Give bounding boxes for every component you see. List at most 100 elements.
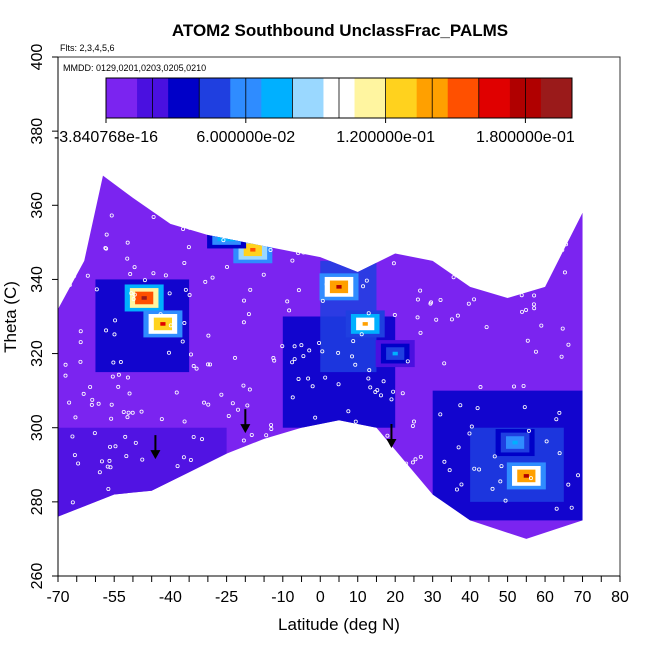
sample-point bbox=[219, 392, 224, 397]
sample-point bbox=[235, 407, 240, 412]
x-tick-label: 70 bbox=[574, 589, 592, 606]
x-tick-label: 10 bbox=[349, 589, 367, 606]
sample-point bbox=[406, 234, 411, 239]
sample-point bbox=[73, 415, 78, 420]
sample-point bbox=[226, 500, 231, 505]
hotspot-1-3 bbox=[160, 322, 166, 326]
sample-point bbox=[525, 338, 530, 343]
sample-point bbox=[123, 434, 128, 439]
sample-point bbox=[353, 362, 358, 367]
sample-point bbox=[569, 505, 574, 510]
colorbar-swatch bbox=[168, 78, 200, 118]
sample-point bbox=[290, 360, 295, 365]
colorbar-swatch bbox=[540, 78, 573, 118]
x-tick-label: 60 bbox=[536, 589, 554, 606]
sample-point bbox=[472, 466, 477, 471]
x-tick-label: 40 bbox=[461, 589, 479, 606]
sample-point bbox=[418, 330, 423, 335]
sample-point bbox=[247, 387, 252, 392]
sample-point bbox=[357, 443, 362, 448]
sample-point bbox=[336, 382, 341, 387]
sample-point bbox=[128, 272, 133, 277]
sample-point bbox=[490, 486, 495, 491]
sample-point bbox=[203, 279, 208, 284]
sample-point bbox=[378, 393, 383, 398]
sample-point bbox=[507, 220, 512, 225]
sample-point bbox=[410, 423, 415, 428]
sample-point bbox=[557, 451, 562, 456]
sample-point bbox=[105, 464, 110, 469]
sample-point bbox=[482, 284, 487, 289]
sample-point bbox=[217, 225, 222, 230]
sample-point bbox=[314, 432, 319, 437]
sample-point bbox=[528, 476, 533, 481]
sample-point bbox=[81, 391, 86, 396]
sample-point bbox=[451, 275, 456, 280]
sample-point bbox=[285, 239, 290, 244]
sample-point bbox=[411, 419, 416, 424]
sample-point bbox=[188, 352, 193, 357]
sample-point bbox=[481, 269, 486, 274]
sample-point bbox=[132, 503, 137, 508]
sample-point bbox=[383, 477, 388, 482]
flights-annotation: Flts: 2,3,4,5,6 bbox=[60, 43, 115, 53]
sample-point bbox=[125, 375, 130, 380]
sample-point bbox=[92, 431, 97, 436]
sample-point bbox=[332, 436, 337, 441]
sample-point bbox=[96, 401, 101, 406]
sample-point bbox=[78, 340, 83, 345]
hotspot-3-3 bbox=[224, 233, 230, 237]
sample-point bbox=[72, 274, 77, 279]
sample-point bbox=[205, 362, 210, 367]
sample-point bbox=[358, 236, 363, 241]
sample-point bbox=[560, 247, 565, 252]
sample-point bbox=[241, 383, 246, 388]
sample-point bbox=[151, 271, 156, 276]
sample-point bbox=[542, 252, 547, 257]
sample-point bbox=[131, 297, 136, 302]
sample-point bbox=[291, 481, 296, 486]
sample-point bbox=[272, 358, 277, 363]
sample-point bbox=[191, 364, 196, 369]
sample-point bbox=[539, 323, 544, 328]
sample-point bbox=[299, 248, 304, 253]
sample-point bbox=[413, 479, 418, 484]
sample-point bbox=[187, 225, 192, 230]
sample-point bbox=[554, 506, 559, 511]
sample-point bbox=[405, 359, 410, 364]
x-tick-label: -70 bbox=[46, 589, 69, 606]
colorbar-tick-label: 1.800000e-01 bbox=[476, 129, 575, 146]
y-tick-label: 280 bbox=[29, 488, 46, 515]
sample-point bbox=[238, 231, 243, 236]
sample-point bbox=[167, 291, 172, 296]
sample-point bbox=[210, 275, 215, 280]
hotspot-3-2 bbox=[217, 228, 236, 242]
sample-point bbox=[442, 459, 447, 464]
sample-point bbox=[174, 390, 179, 395]
sample-point bbox=[125, 415, 130, 420]
y-tick-label: 400 bbox=[29, 44, 46, 71]
sample-point bbox=[245, 403, 250, 408]
sample-point bbox=[442, 361, 447, 366]
y-axis: 260 280 300 320 340 360 380 400 bbox=[29, 44, 59, 589]
sample-point bbox=[498, 479, 503, 484]
sample-point bbox=[109, 402, 114, 407]
sample-point bbox=[139, 409, 144, 414]
sample-point bbox=[124, 454, 129, 459]
sample-point bbox=[140, 457, 145, 462]
sample-point bbox=[150, 496, 155, 501]
sample-point bbox=[272, 441, 277, 446]
sample-point bbox=[248, 287, 253, 292]
sample-point bbox=[336, 350, 341, 355]
sample-point bbox=[301, 250, 306, 255]
sample-point bbox=[99, 459, 104, 464]
sample-point bbox=[531, 302, 536, 307]
sample-point bbox=[201, 223, 206, 228]
sample-point bbox=[89, 402, 94, 407]
sample-point bbox=[434, 317, 439, 322]
sample-point bbox=[401, 504, 406, 509]
sample-point bbox=[280, 440, 285, 445]
sample-point bbox=[520, 309, 525, 314]
sample-point bbox=[194, 366, 199, 371]
